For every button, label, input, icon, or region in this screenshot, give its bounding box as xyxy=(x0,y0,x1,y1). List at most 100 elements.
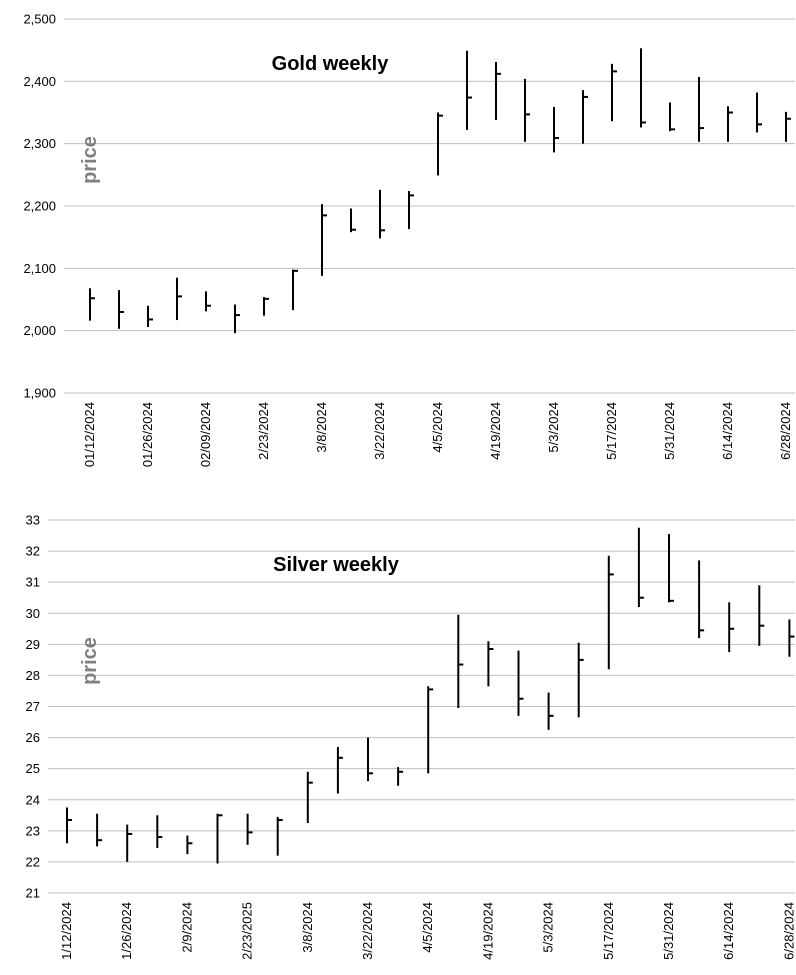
silver-price-bar xyxy=(487,641,494,687)
silver-price-bar xyxy=(156,815,163,848)
gold-price-bar xyxy=(321,204,327,276)
gold-price-bar xyxy=(89,288,95,321)
gold-x-tick-label: 6/14/2024 xyxy=(720,402,735,460)
gold-y-tick-label: 2,500 xyxy=(23,12,56,27)
gold-price-bar xyxy=(234,304,240,334)
silver-y-tick-label: 31 xyxy=(26,575,40,590)
silver-price-bar xyxy=(186,835,193,855)
silver-y-tick-label: 26 xyxy=(26,730,40,745)
gold-x-tick-label: 4/5/2024 xyxy=(430,402,445,453)
silver-price-bar xyxy=(126,824,133,862)
silver-price-bar xyxy=(728,602,735,653)
gold-x-tick-label: 5/17/2024 xyxy=(604,402,619,460)
silver-y-tick-label: 32 xyxy=(26,544,40,559)
gold-price-bar xyxy=(524,78,530,142)
gold-price-bar xyxy=(263,297,269,316)
silver-price-bar xyxy=(637,527,644,608)
gold-y-tick-label: 2,400 xyxy=(23,74,56,89)
silver-price-bar xyxy=(397,767,404,786)
gold-y-axis-label: price xyxy=(79,136,101,184)
gold-price-bar xyxy=(379,189,385,239)
gold-price-bar xyxy=(350,208,356,233)
silver-x-tick-label: 1/26/2024 xyxy=(119,902,134,960)
gold-price-bar xyxy=(205,291,211,312)
silver-price-bar xyxy=(276,816,283,856)
gold-price-bar xyxy=(176,277,182,321)
silver-price-bar xyxy=(96,813,103,847)
silver-y-tick-label: 28 xyxy=(26,668,40,683)
silver-x-tick-label: 5/31/2024 xyxy=(661,902,676,960)
silver-y-tick-label: 29 xyxy=(26,637,40,652)
gold-x-tick-label: 5/3/2024 xyxy=(546,402,561,453)
silver-price-bar xyxy=(246,813,253,845)
gold-x-tick-label: 02/09/2024 xyxy=(198,402,213,467)
silver-y-tick-label: 33 xyxy=(26,513,40,528)
silver-y-tick-label: 27 xyxy=(26,699,40,714)
silver-y-axis-label: price xyxy=(79,637,101,685)
silver-x-tick-label: 6/14/2024 xyxy=(721,902,736,960)
silver-price-bar xyxy=(698,560,705,639)
silver-price-bar xyxy=(607,555,614,670)
gold-price-bar xyxy=(785,111,791,142)
silver-chart-title: Silver weekly xyxy=(273,554,400,576)
silver-x-tick-label: 3/22/2024 xyxy=(360,902,375,960)
gold-y-tick-label: 2,300 xyxy=(23,136,56,151)
silver-price-bar xyxy=(66,807,72,844)
gold-price-bar xyxy=(495,62,501,120)
gold-x-tick-label: 01/12/2024 xyxy=(82,402,97,467)
silver-price-bar xyxy=(457,614,464,709)
silver-price-bar xyxy=(577,642,584,718)
gold-price-bar xyxy=(437,112,443,176)
gold-chart: 1,900 2,000 2,100 2,200 2,300 2,400 2,500 01/1… xyxy=(23,12,795,467)
gold-x-tick-label: 3/8/2024 xyxy=(314,402,329,453)
silver-x-tick-label: 5/3/2024 xyxy=(541,902,556,953)
gold-price-bar xyxy=(466,50,472,130)
silver-x-tick-label: 4/19/2024 xyxy=(480,902,495,960)
gold-price-bar xyxy=(611,63,617,122)
gold-x-tick-label: 6/28/2024 xyxy=(778,402,793,460)
silver-price-bar xyxy=(216,813,223,864)
silver-x-tick-label: 3/8/2024 xyxy=(300,902,315,953)
gold-price-bar xyxy=(553,106,559,153)
silver-x-tick-label: 1/12/2024 xyxy=(59,902,74,960)
silver-y-tick-label: 23 xyxy=(26,823,40,838)
silver-price-bar xyxy=(427,686,434,774)
gold-price-bar xyxy=(756,92,762,133)
silver-y-tick-label: 22 xyxy=(26,854,40,869)
gold-price-bar xyxy=(118,290,124,329)
gold-price-bar xyxy=(640,48,646,128)
silver-x-tick-label: 2/23/2025 xyxy=(240,902,255,960)
silver-x-tick-label: 2/9/2024 xyxy=(179,902,194,953)
silver-x-tick-label: 6/28/2024 xyxy=(781,902,796,960)
silver-price-bar xyxy=(788,619,795,657)
silver-price-bar xyxy=(668,533,674,603)
silver-chart: 21 22 23 24 25 26 27 28 29 30 31 32 33 1/12/2024 1/26… xyxy=(26,513,796,960)
silver-y-tick-label: 24 xyxy=(26,792,40,807)
gold-x-tick-label: 5/31/2024 xyxy=(662,402,677,460)
silver-y-tick-label: 21 xyxy=(26,886,40,901)
gold-price-bar xyxy=(292,269,298,311)
gold-x-tick-label: 3/22/2024 xyxy=(372,402,387,460)
gold-y-tick-label: 2,000 xyxy=(23,323,56,338)
gold-price-bar xyxy=(669,102,675,132)
gold-y-tick-label: 2,200 xyxy=(23,199,56,214)
silver-price-bar xyxy=(517,650,524,716)
gold-y-tick-label: 1,900 xyxy=(23,386,56,401)
silver-y-tick-label: 30 xyxy=(26,606,40,621)
gold-price-bar xyxy=(147,305,153,327)
gold-x-tick-label: 4/19/2024 xyxy=(488,402,503,460)
gold-price-bar xyxy=(698,76,704,142)
silver-price-bar xyxy=(306,771,313,824)
silver-x-tick-label: 4/5/2024 xyxy=(420,902,435,953)
silver-x-tick-label: 5/17/2024 xyxy=(601,902,616,960)
silver-price-bar xyxy=(547,692,554,730)
gold-price-bar xyxy=(408,191,414,230)
gold-chart-title: Gold weekly xyxy=(272,53,390,75)
gold-x-tick-label: 01/26/2024 xyxy=(140,402,155,467)
gold-x-tick-label: 2/23/2024 xyxy=(256,402,271,460)
silver-y-tick-label: 25 xyxy=(26,761,40,776)
gold-y-tick-label: 2,100 xyxy=(23,261,56,276)
silver-price-bar xyxy=(758,585,765,646)
